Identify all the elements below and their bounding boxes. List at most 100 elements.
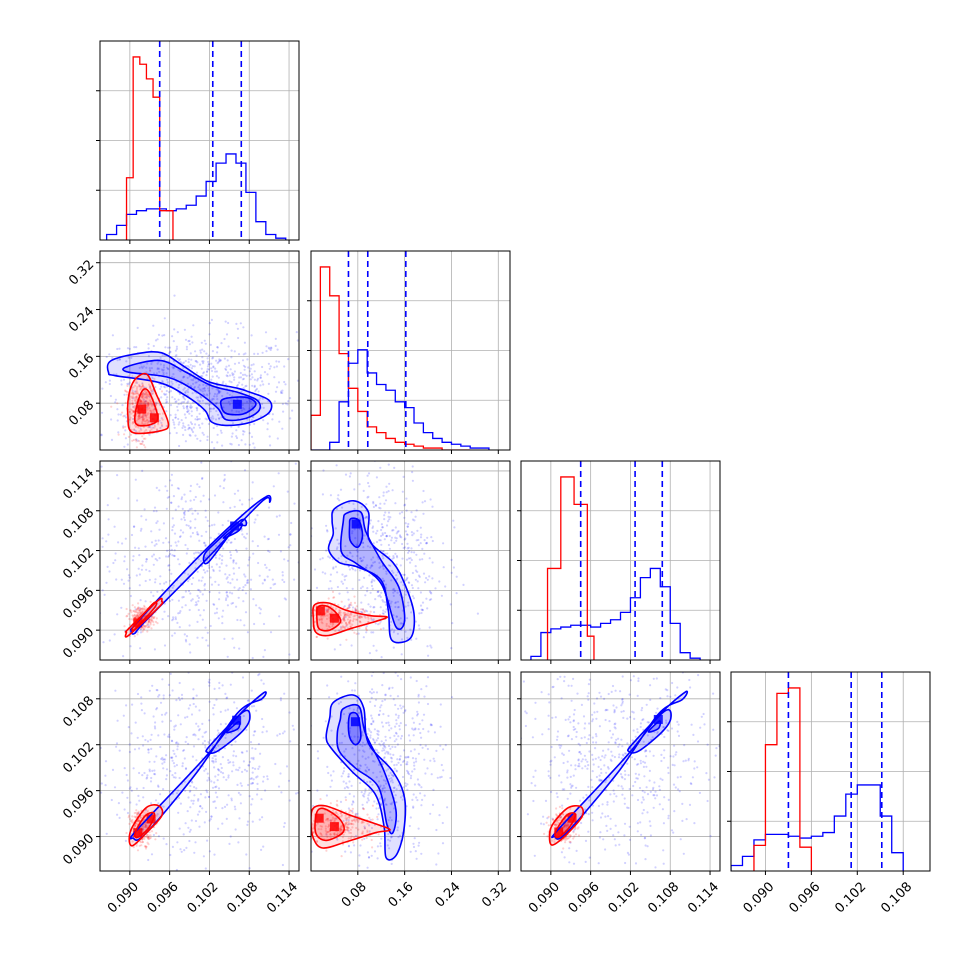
blue-sample-point [137,567,140,570]
red-sample-point [132,846,135,849]
blue-sample-point [250,689,253,692]
blue-sample-point [189,526,192,529]
blue-sample-point [382,579,385,582]
blue-sample-point [110,798,113,802]
blue-sample-point [385,534,388,538]
blue-sample-point [213,494,217,497]
blue-sample-point [144,458,146,460]
blue-sample-point [407,756,410,759]
blue-sample-point [413,551,416,554]
red-sample-point [326,830,329,833]
blue-sample-point [254,390,257,393]
blue-sample-point [176,467,178,469]
blue-sample-point [247,764,250,767]
blue-sample-point [637,677,640,680]
blue-sample-point [248,760,251,764]
blue-sample-point [144,579,147,583]
blue-sample-point [349,552,352,555]
red-sample-point [135,610,138,614]
blue-sample-point [87,378,89,380]
red-sample-point [339,627,343,630]
blue-sample-point [400,678,403,681]
blue-sample-point [153,506,157,509]
blue-sample-point [205,418,209,421]
blue-sample-point [221,807,224,810]
blue-sample-point [161,425,164,428]
blue-sample-point [254,730,257,733]
blue-sample-point [412,805,415,808]
blue-sample-point [371,587,374,591]
blue-sample-point [238,381,241,384]
blue-sample-point [210,416,213,419]
blue-sample-point [258,818,261,821]
blue-sample-point [383,756,386,759]
blue-sample-point [260,679,263,682]
blue-sample-point [377,623,380,626]
blue-sample-point [383,502,386,505]
blue-sample-point [144,400,147,403]
blue-sample-point [190,799,193,802]
blue-sample-point [101,411,104,414]
blue-sample-point [389,811,392,814]
red-sample-point [145,416,148,419]
blue-sample-point [240,390,243,393]
blue-sample-point [380,704,383,707]
blue-sample-point [238,817,241,820]
red-sample-point [321,622,324,625]
blue-sample-point [373,611,376,614]
blue-sample-point [269,631,273,634]
blue-sample-point [111,334,114,337]
blue-sample-point [140,696,143,699]
blue-sample-point [180,496,184,499]
blue-sample-point [245,581,249,585]
blue-sample-point [342,780,345,783]
blue-sample-point [223,473,226,477]
blue-sample-point [228,403,232,406]
red-sample-point [142,825,145,828]
blue-sample-point [390,862,393,866]
blue-sample-point [204,768,207,771]
blue-sample-point [402,711,405,714]
blue-sample-point [173,398,176,401]
blue-sample-point [137,443,139,445]
red-sample-point [141,840,144,844]
blue-sample-point [196,533,199,536]
red-sample-point [141,607,144,610]
blue-sample-point [396,674,399,677]
red-sample-point [335,803,338,806]
red-sample-point [139,388,142,391]
red-sample-point [347,614,351,617]
red-sample-point [346,829,349,832]
red-sample-point [377,833,380,836]
blue-sample-point [244,592,248,595]
blue-sample-point [267,537,270,541]
blue-contour-line [219,396,257,416]
blue-sample-point [361,585,364,588]
blue-sample-point [116,719,119,722]
red-sample-point [143,608,146,611]
blue-sample-point [403,546,406,549]
blue-sample-point [164,386,167,389]
blue-sample-point [206,438,209,442]
red-sample-point [347,837,350,840]
blue-sample-point [193,786,196,789]
red-sample-point [136,849,140,852]
blue-sample-point [207,680,210,684]
blue-sample-point [261,816,264,819]
red-sample-point [131,402,134,405]
blue-sample-point [261,458,263,460]
red-sample-point [142,625,145,628]
blue-sample-point [387,752,390,755]
red-sample-point [138,402,141,405]
blue-sample-point [378,742,381,746]
blue-sample-point [411,757,415,760]
blue-sample-point [169,404,173,407]
red-sample-point [304,619,306,621]
blue-sample-point [209,407,212,410]
red-sample-point [329,819,332,822]
blue-sample-point [330,587,333,590]
blue-sample-point [586,760,589,763]
blue-sample-point [267,549,270,553]
blue-sample-point [167,683,170,687]
blue-sample-point [161,369,164,372]
